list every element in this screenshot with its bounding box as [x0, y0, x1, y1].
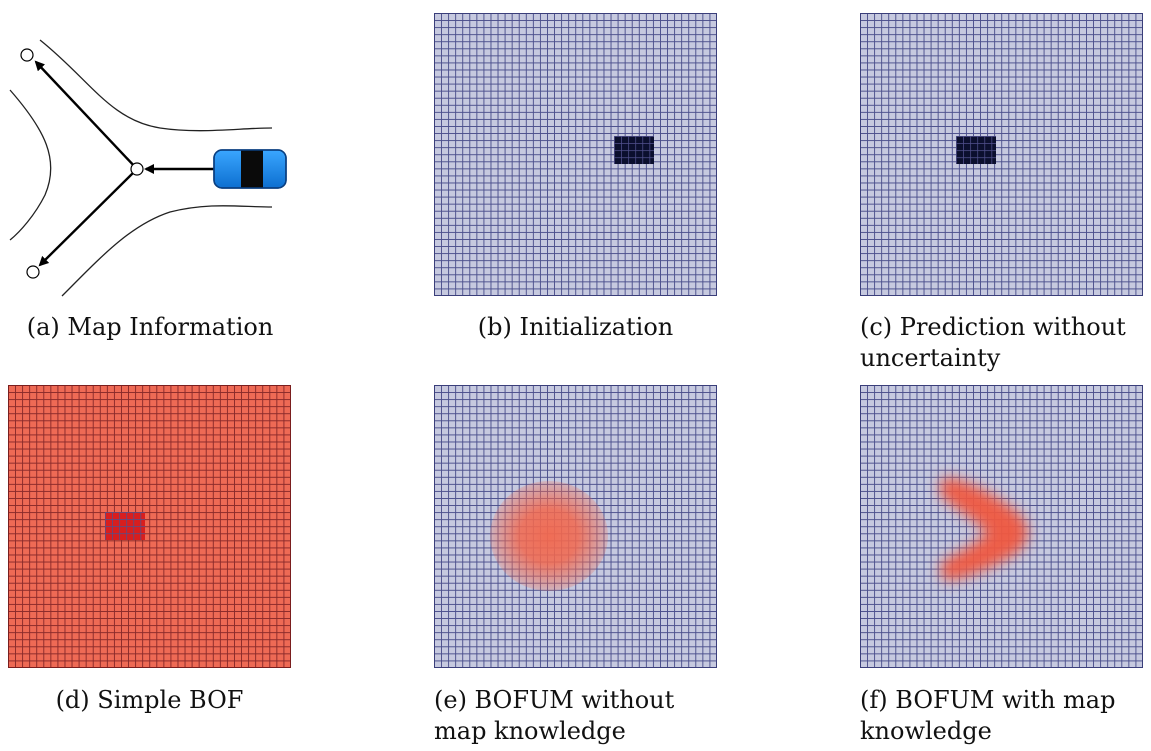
path-arrow-lower [38, 168, 138, 267]
grid-bofum-without-map [434, 385, 717, 668]
caption-e-line2: map knowledge [434, 717, 626, 745]
caption-e-line1: (e) BOFUM without [434, 686, 675, 714]
grid-bofum-with-map [860, 385, 1143, 668]
caption-f-line2: knowledge [860, 717, 992, 745]
road-boundary-top [39, 39, 273, 132]
caption-c-line2: uncertainty [860, 344, 1001, 372]
grid-prediction-without-uncertainty [860, 13, 1143, 296]
road-map-diagram [9, 39, 287, 297]
panel-map-information [0, 0, 300, 310]
node-upper [20, 48, 34, 62]
grid-initialization [434, 13, 717, 296]
caption-b: (b) Initialization [477, 313, 674, 341]
caption-a: (a) Map Information [26, 313, 274, 341]
occupied-cells [105, 512, 145, 540]
uncertainty-blob-chevron [939, 477, 1028, 581]
caption-d: (d) Simple BOF [55, 686, 244, 714]
road-boundary-left [9, 89, 52, 241]
uncertainty-blob-circular [490, 481, 608, 591]
node-junction [130, 162, 144, 176]
car-icon [213, 149, 287, 189]
node-lower [26, 265, 40, 279]
caption-c-line1: (c) Prediction without [860, 313, 1126, 341]
occupied-cells [614, 136, 654, 164]
grid-simple-bof [8, 385, 291, 668]
path-arrow-upper [34, 60, 138, 170]
occupied-cells [956, 136, 996, 164]
caption-f-line1: (f) BOFUM with map [860, 686, 1116, 714]
road-boundary-bottom [61, 205, 273, 297]
